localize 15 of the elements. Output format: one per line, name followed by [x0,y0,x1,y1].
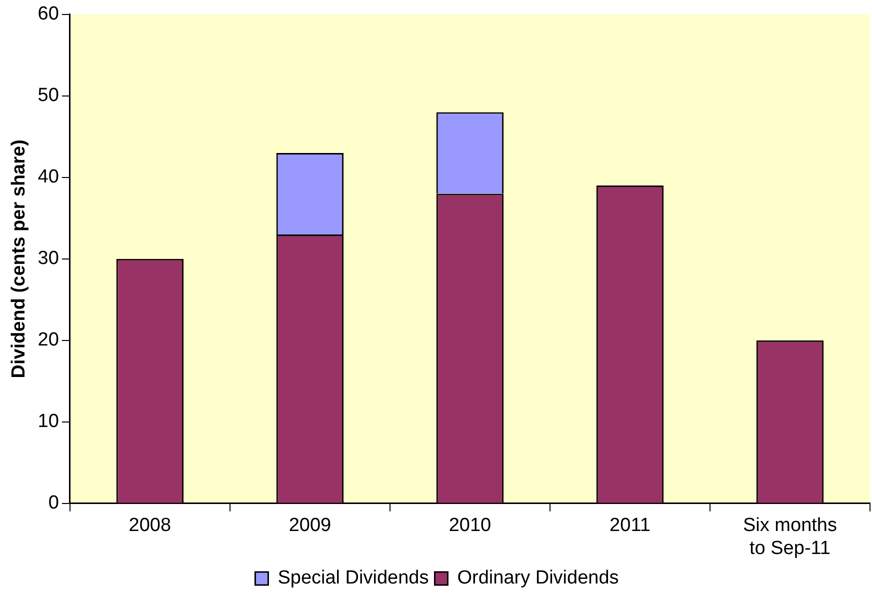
y-tick-label: 60 [38,4,59,25]
y-tick-label: 10 [38,411,59,432]
x-tick-label: 2011 [610,515,650,536]
legend-label: Special Dividends [278,568,429,589]
y-tick-label: 0 [48,492,59,514]
x-tick-label: 2010 [448,515,492,536]
y-axis-title: Dividend (cents per share) [8,140,30,378]
y-tick-label: 20 [38,330,59,351]
legend-label: Ordinary Dividends [457,568,619,589]
y-tick-label: 50 [38,85,59,106]
x-tick-label: Six months to Sep-11 [743,515,837,559]
y-tick-label: 40 [38,166,59,188]
x-tick-label: 2009 [288,515,332,536]
x-tick-label: 2008 [128,515,172,536]
y-tick-label: 30 [38,248,59,270]
